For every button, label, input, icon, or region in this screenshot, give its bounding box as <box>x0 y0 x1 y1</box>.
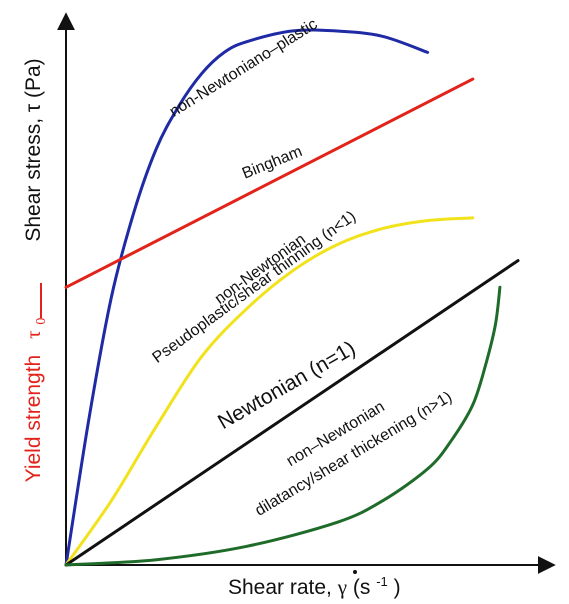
x-axis-label-unit-close: ) <box>394 576 401 599</box>
label-pseudoplastic-line2: Pseudoplastic/shear thinning (n<1) <box>150 208 360 367</box>
series-pseudoplastic-line <box>64 216 475 567</box>
label-dilatant-line2: dilatancy/shear thickening (n>1) <box>252 389 455 520</box>
series-dilatant-line <box>64 285 502 567</box>
gamma-dot <box>353 570 357 574</box>
yield-strength-symbol: τ <box>21 330 45 338</box>
x-axis-label-main: Shear rate, <box>228 576 338 599</box>
series-bingham-line <box>64 77 475 289</box>
x-axis-label: Shear rate, γ (s -1 ) <box>228 568 401 599</box>
x-axis-label-symbol: γ <box>337 575 347 599</box>
yield-strength-subscript: 0 <box>34 318 49 325</box>
label-newtonian: Newtonian (n=1) <box>214 337 359 434</box>
series-plastic-line <box>64 28 430 567</box>
yield-strength-text: Yield strength <box>22 355 45 483</box>
series-layer <box>64 28 520 567</box>
y-axis-label: Shear stress, τ (Pa) <box>22 58 45 241</box>
yield-strength-label: Yield strength τ 0 <box>21 318 49 483</box>
series-newtonian-line <box>64 259 520 567</box>
x-axis-label-unit-open: (s <box>353 576 371 599</box>
x-axis-label-unit-exp: -1 <box>376 574 388 589</box>
label-bingham: Bingham <box>240 143 305 182</box>
label-plastic: non-Newtoniano–plastic <box>167 16 321 121</box>
